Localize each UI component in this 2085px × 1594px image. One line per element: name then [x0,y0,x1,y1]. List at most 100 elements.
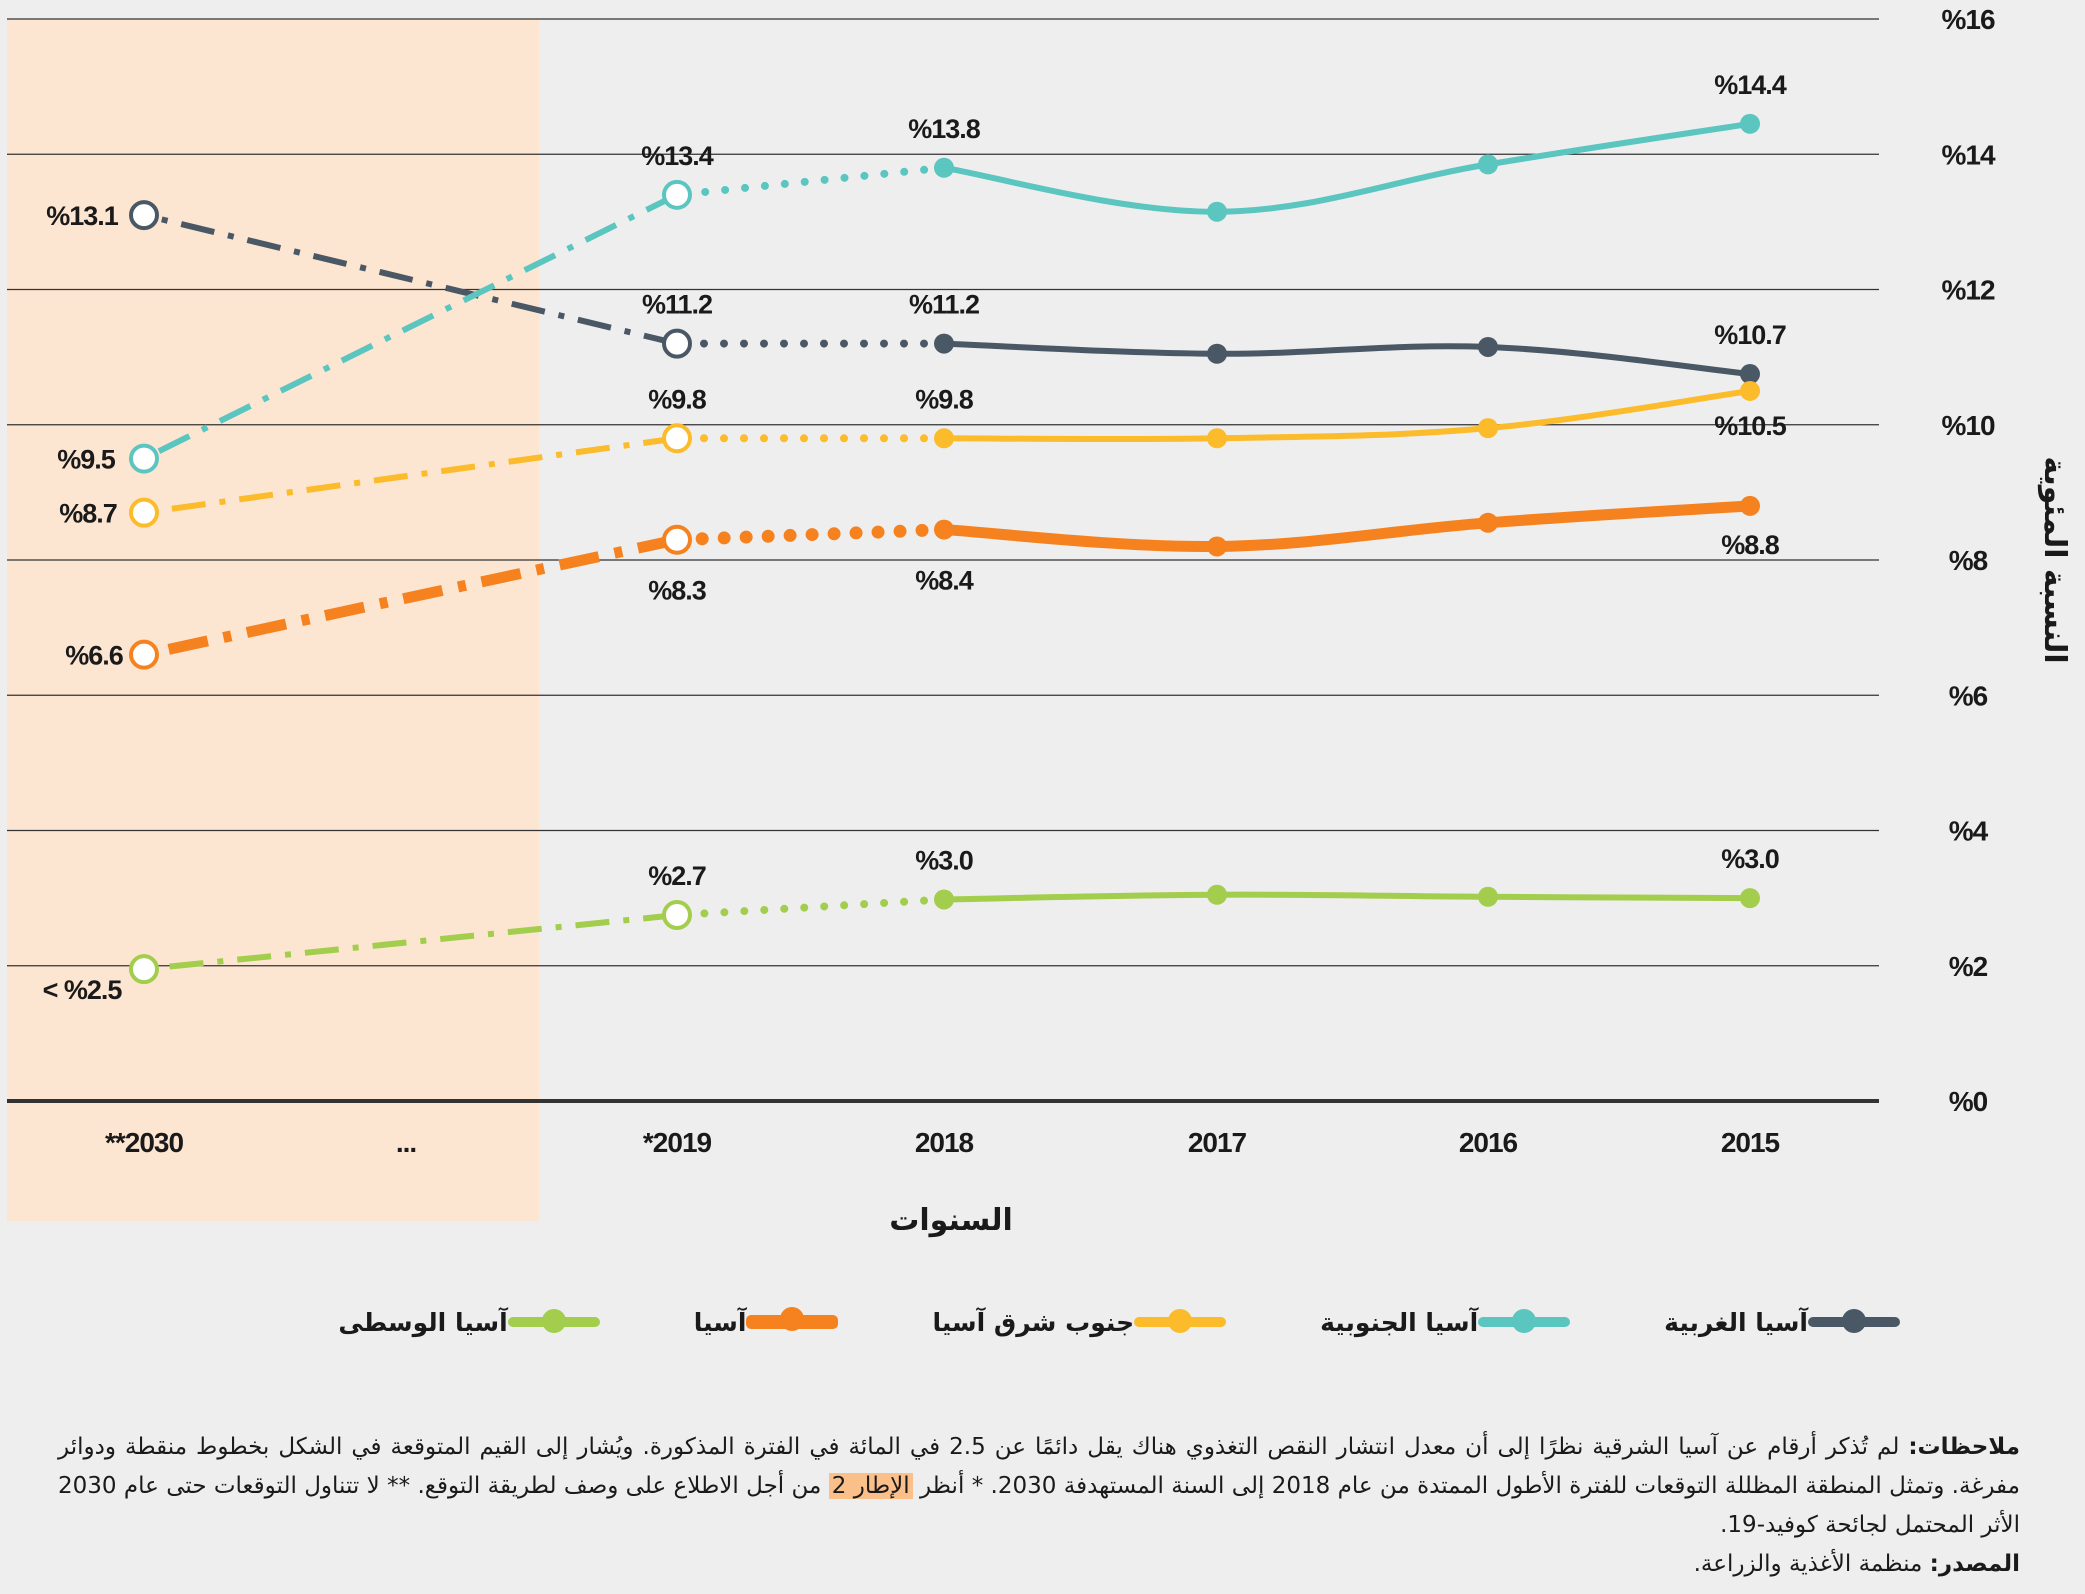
x-tick-label: 2015 [1721,1127,1780,1158]
series-line-dashdot [142,192,679,462]
series-line-solid [941,340,1753,378]
legend-label: آسيا الوسطى [338,1307,508,1337]
data-point [934,157,954,178]
y-tick-label: %6 [1949,680,1988,711]
legend-swatch [507,1309,600,1333]
y-tick-label: %4 [1949,816,1989,847]
series-lines [129,113,1760,985]
projected-data-point [129,443,159,474]
data-point [1740,888,1760,909]
legend-label: آسيا الغربية [1664,1307,1808,1337]
projected-data-point [662,524,692,555]
series-line-solid [941,891,1753,903]
x-tick-label: 2016 [1459,1127,1518,1158]
series-line-dotted [673,895,948,920]
series-line-dashdot [143,212,678,347]
series-line-dashdot [143,912,678,973]
notes-text: لم تُذكر أرقام عن آسيا الشرقية نظرًا إلى… [58,1434,2020,1499]
x-tick-label: **2030 [105,1127,184,1158]
legend-label: آسيا [693,1307,747,1337]
data-label: %13.1 [46,201,119,231]
data-label: %11.2 [909,290,979,320]
box-reference-link[interactable]: الإطار 2 [828,1473,913,1499]
y-tick-label: %16 [1941,4,1994,35]
data-label: %9.8 [648,384,707,414]
legend-swatch [1478,1309,1571,1333]
data-label: %13.4 [641,141,714,171]
data-point [1740,364,1760,385]
source-text: منظمة الأغذية والزراعة. [1693,1551,1930,1577]
legend-label: آسيا الجنوبية [1320,1307,1479,1337]
projected-data-point [662,423,692,454]
series-line-dashdot [142,534,679,661]
data-label: %3.0 [915,845,973,875]
legend-item: آسيا الوسطى [324,1307,600,1337]
series-0 [129,200,1760,385]
data-point [1740,113,1760,134]
source-label: المصدر: [1929,1551,2020,1577]
data-point [1207,884,1227,905]
gridlines [7,18,1879,1103]
series-line-dashdot [143,435,678,516]
series-2 [129,380,1760,528]
y-tick-label: %2 [1949,951,1988,982]
data-label: %9.8 [915,384,974,414]
x-axis-title: السنوات [889,1203,1013,1238]
data-label: %10.5 [1714,411,1787,441]
notes-text-after: من أجل الاطلاع على وصف لطريقة التوقع. **… [58,1473,2020,1538]
legend-label: جنوب شرق آسيا [932,1307,1135,1337]
legend-marker [780,1307,805,1331]
projected-data-point [662,328,692,359]
x-tick-label: 2017 [1188,1127,1247,1158]
y-axis-title: النسبة المئوية [2037,456,2072,663]
legend-item: جنوب شرق آسيا [918,1307,1227,1337]
data-label: %11.2 [642,290,712,320]
legend-marker [1512,1309,1537,1333]
source: المصدر: منظمة الأغذية والزراعة. [58,1545,2020,1584]
series-3 [129,495,1760,670]
y-tick-label: %0 [1949,1086,1988,1117]
y-axis-ticks: %0 %2 %4 %6 %8 %10 %12 %14 %16 [1941,4,1996,1117]
projected-data-point [129,954,159,985]
data-labels: %10.7 %11.2 %11.2 %13.1 %14.4 %13.8 %13.4 %9.5%… [43,70,1788,1005]
data-point [1207,343,1227,364]
y-tick-label: %8 [1949,545,1988,576]
series-line-solid [941,120,1753,215]
projected-data-point [662,900,692,931]
x-tick-label: *2019 [643,1127,712,1158]
data-point [1207,536,1227,557]
data-label: %10.7 [1714,320,1786,350]
data-point [1478,512,1498,533]
data-point [1207,428,1227,449]
data-label: %14.4 [1714,70,1787,100]
projected-data-point [129,497,159,528]
data-point [934,428,954,449]
line-chart: %0 %2 %4 %6 %8 %10 %12 %14 %16 2015 2016 2017 2018 *… [7,4,2072,1238]
data-label: %3.0 [1721,844,1779,874]
legend-marker [1168,1309,1193,1333]
data-label: %6.6 [65,641,124,671]
notes-paragraph: ملاحظات: لم تُذكر أرقام عن آسيا الشرقية … [58,1428,2020,1545]
data-label: < %2.5 [43,975,123,1005]
notes-label: ملاحظات: [1908,1434,2020,1460]
series-line-solid [938,500,1756,553]
y-tick-label: %10 [1941,410,1994,441]
legend-swatch [1134,1309,1227,1333]
data-label: %8.7 [59,499,117,529]
data-point [934,519,954,540]
data-label: %2.7 [648,861,706,891]
series-line-solid [941,387,1753,443]
series-1 [129,113,1760,474]
data-label: %13.8 [908,114,981,144]
data-point [1478,886,1498,907]
data-label: %8.3 [648,576,707,606]
series-line-dotted [670,523,951,547]
projected-data-point [129,200,159,231]
x-tick-label: ... [396,1127,416,1158]
data-label: %8.4 [915,566,974,596]
y-tick-label: %14 [1941,139,1995,170]
data-point [1478,154,1498,175]
legend-item: آسيا [680,1307,839,1337]
data-point [1740,495,1760,516]
data-point [1478,418,1498,439]
